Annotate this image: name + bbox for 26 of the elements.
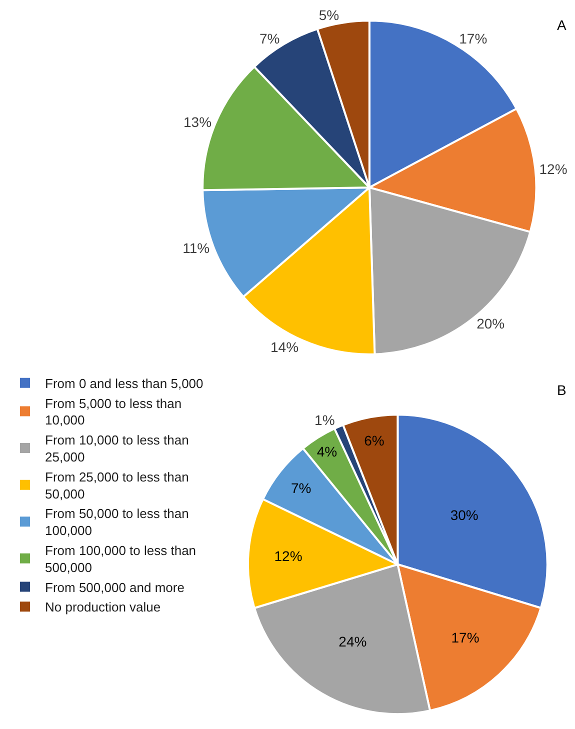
legend-label: From 25,000 to less than 50,000 [45,469,189,502]
data-label: 11% [182,240,210,256]
data-label: 13% [184,114,212,130]
data-label: 7% [290,480,312,496]
data-label: 30% [450,506,478,523]
data-label: 1% [314,412,335,428]
data-label: 17% [459,30,488,46]
legend-label: From 0 and less than 5,000 [45,376,204,391]
text: A [557,16,568,33]
legend-label: From 500,000 and more [45,580,184,595]
chart-title: B [557,382,566,398]
legend-label: From 5,000 to less than 10,000 [45,396,182,428]
data-label: 6% [364,432,384,448]
legend-label: From 10,000 to less than 25,000 [45,432,189,465]
legend-label: From 50,000 to less than 100,000 [45,506,189,538]
data-label: 5% [318,6,340,23]
data-label: 14% [270,339,299,356]
data-label: 12% [539,160,568,177]
data-label: 20% [476,316,505,332]
legend-label: From 100,000 to less than 500,000 [45,543,196,575]
legend-label: No production value [45,600,161,615]
data-label: 12% [274,548,302,564]
data-label: 4% [316,444,338,460]
data-label: 24% [338,633,367,650]
data-label: 17% [451,629,480,646]
data-label: 7% [259,30,280,46]
